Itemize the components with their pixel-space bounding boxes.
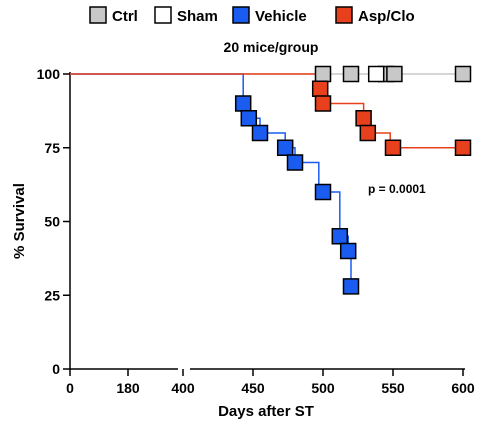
marker-vehicle [314, 183, 332, 201]
legend-item-ctrl: Ctrl [89, 6, 138, 25]
marker-aspclo [355, 110, 372, 127]
y-tick-label: 50 [44, 214, 60, 230]
marker-vehicle [339, 242, 357, 260]
x-axis-break [178, 365, 190, 373]
marker-ctrl [314, 65, 332, 83]
x-tick-label: 550 [381, 380, 405, 396]
marker-aspclo [384, 139, 402, 156]
x-tick-label: 400 [171, 380, 195, 396]
series-line-vehicle [70, 73, 352, 287]
marker-ctrl [342, 65, 360, 83]
y-tick-label: 0 [52, 361, 60, 377]
legend-item-aspclo: Asp/Clo [335, 6, 415, 25]
y-tick-label: 75 [44, 140, 60, 156]
marker-aspclo [314, 95, 332, 112]
marker-vehicle [331, 228, 349, 245]
marker-aspclo [454, 139, 472, 156]
marker-aspclo [359, 124, 377, 142]
legend-label-ctrl: Ctrl [112, 8, 138, 25]
marker-sham [367, 65, 385, 83]
marker-ctrl [386, 65, 403, 83]
marker-ctrl [454, 65, 472, 83]
legend-swatch-vehicle [232, 6, 250, 24]
legend-swatch-sham [154, 6, 172, 24]
marker-aspclo [311, 80, 329, 97]
y-axis-title: % Survival [11, 183, 28, 259]
marker-vehicle [240, 110, 258, 127]
marker-vehicle [276, 139, 294, 156]
legend-swatch-ctrl [89, 6, 107, 24]
p-value-annotation: p = 0.0001 [368, 182, 426, 196]
x-tick-label: 180 [116, 380, 140, 396]
legend-label-sham: Sham [177, 8, 218, 25]
x-tick-label: 450 [241, 380, 265, 396]
x-tick-label: 600 [451, 380, 475, 396]
y-tick-label: 100 [37, 66, 61, 82]
legend: Ctrl Sham Vehicle Asp/Clo [89, 6, 415, 25]
plot-area: 0 25 50 75 100 0 180 400 450 500 550 600 [37, 65, 475, 396]
legend-item-vehicle: Vehicle [232, 6, 307, 25]
x-tick-label: 0 [66, 380, 74, 396]
x-tick-label: 500 [311, 380, 335, 396]
marker-vehicle [251, 124, 269, 142]
marker-vehicle [342, 278, 360, 295]
marker-vehicle [234, 95, 252, 112]
legend-swatch-aspclo [335, 6, 353, 24]
chart-subtitle: 20 mice/group [224, 39, 319, 55]
legend-label-vehicle: Vehicle [255, 8, 307, 25]
legend-item-sham: Sham [154, 6, 218, 25]
marker-vehicle [286, 154, 304, 171]
y-tick-label: 25 [44, 287, 60, 303]
x-axis-title: Days after ST [218, 403, 314, 420]
legend-label-aspclo: Asp/Clo [358, 8, 415, 25]
